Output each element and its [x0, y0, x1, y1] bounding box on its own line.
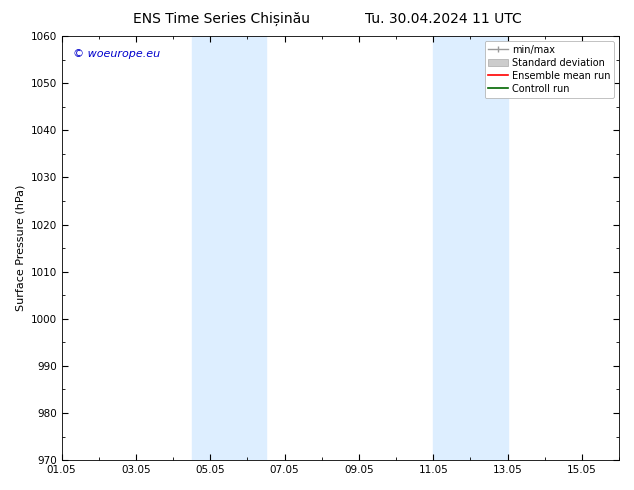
- Bar: [433, 36, 508, 460]
- Y-axis label: Surface Pressure (hPa): Surface Pressure (hPa): [15, 185, 25, 311]
- Bar: [191, 36, 266, 460]
- Text: Tu. 30.04.2024 11 UTC: Tu. 30.04.2024 11 UTC: [365, 12, 522, 26]
- Legend: min/max, Standard deviation, Ensemble mean run, Controll run: min/max, Standard deviation, Ensemble me…: [484, 41, 614, 98]
- Text: ENS Time Series Chișinău: ENS Time Series Chișinău: [133, 12, 311, 26]
- Text: © woeurope.eu: © woeurope.eu: [73, 49, 160, 59]
